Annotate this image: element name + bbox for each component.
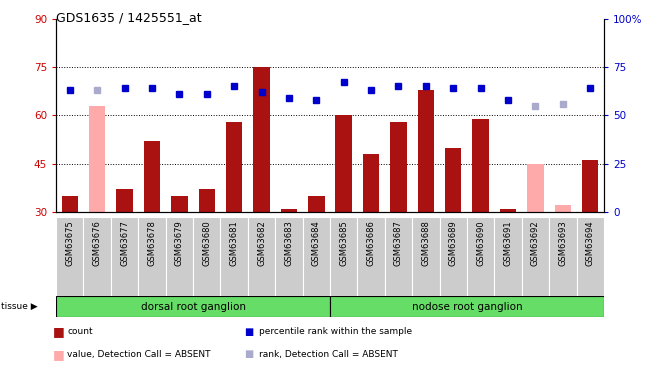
Text: count: count <box>67 327 93 336</box>
Bar <box>521 217 549 302</box>
Bar <box>89 106 106 212</box>
Text: GSM63678: GSM63678 <box>147 220 156 266</box>
Bar <box>494 217 521 302</box>
Bar <box>248 217 275 302</box>
Text: rank, Detection Call = ABSENT: rank, Detection Call = ABSENT <box>259 350 397 359</box>
Text: GSM63684: GSM63684 <box>312 220 321 266</box>
Bar <box>83 217 111 302</box>
Text: tissue ▶: tissue ▶ <box>1 302 38 311</box>
Bar <box>390 122 407 212</box>
Text: GSM63675: GSM63675 <box>65 220 75 266</box>
Bar <box>226 122 242 212</box>
Text: GSM63682: GSM63682 <box>257 220 266 266</box>
Bar <box>116 189 133 212</box>
Bar <box>111 217 138 302</box>
Bar <box>385 217 412 302</box>
Text: ■: ■ <box>244 327 253 337</box>
Text: GSM63689: GSM63689 <box>449 220 458 266</box>
Bar <box>577 217 604 302</box>
Text: ■: ■ <box>53 326 65 338</box>
Text: ■: ■ <box>53 348 65 361</box>
Text: value, Detection Call = ABSENT: value, Detection Call = ABSENT <box>67 350 211 359</box>
Text: GSM63688: GSM63688 <box>421 220 430 266</box>
Text: GSM63692: GSM63692 <box>531 220 540 266</box>
Text: GSM63676: GSM63676 <box>92 220 102 266</box>
Text: ■: ■ <box>244 350 253 359</box>
Bar <box>193 217 220 302</box>
Text: GSM63683: GSM63683 <box>284 220 294 266</box>
Bar <box>500 209 516 212</box>
Bar <box>302 217 330 302</box>
Bar <box>56 296 330 317</box>
Text: GSM63681: GSM63681 <box>230 220 239 266</box>
Bar <box>275 217 302 302</box>
Bar <box>554 206 571 212</box>
Bar <box>527 164 544 212</box>
Text: nodose root ganglion: nodose root ganglion <box>412 302 522 312</box>
Bar <box>582 160 599 212</box>
Text: GSM63679: GSM63679 <box>175 220 184 266</box>
Text: GSM63677: GSM63677 <box>120 220 129 266</box>
Bar <box>549 217 577 302</box>
Bar <box>335 116 352 212</box>
Bar <box>144 141 160 212</box>
Bar <box>445 147 461 212</box>
Bar <box>308 196 325 212</box>
Text: dorsal root ganglion: dorsal root ganglion <box>141 302 246 312</box>
Bar <box>467 217 494 302</box>
Bar <box>171 196 187 212</box>
Bar <box>61 196 78 212</box>
Bar <box>199 189 215 212</box>
Text: GSM63693: GSM63693 <box>558 220 568 266</box>
Text: GSM63690: GSM63690 <box>476 220 485 266</box>
Text: GSM63687: GSM63687 <box>394 220 403 266</box>
Bar <box>440 217 467 302</box>
Bar <box>220 217 248 302</box>
Text: GSM63691: GSM63691 <box>504 220 513 266</box>
Bar <box>363 154 380 212</box>
Text: percentile rank within the sample: percentile rank within the sample <box>259 327 412 336</box>
Text: GSM63685: GSM63685 <box>339 220 348 266</box>
Bar <box>412 217 440 302</box>
Bar <box>56 217 83 302</box>
Text: GSM63686: GSM63686 <box>366 220 376 266</box>
Bar <box>330 296 604 317</box>
Bar <box>138 217 166 302</box>
Bar <box>418 90 434 212</box>
Text: GDS1635 / 1425551_at: GDS1635 / 1425551_at <box>56 11 202 24</box>
Bar <box>330 217 358 302</box>
Bar <box>166 217 193 302</box>
Bar <box>473 118 489 212</box>
Bar <box>253 67 270 212</box>
Bar <box>280 209 297 212</box>
Text: GSM63694: GSM63694 <box>585 220 595 266</box>
Text: GSM63680: GSM63680 <box>202 220 211 266</box>
Bar <box>358 217 385 302</box>
